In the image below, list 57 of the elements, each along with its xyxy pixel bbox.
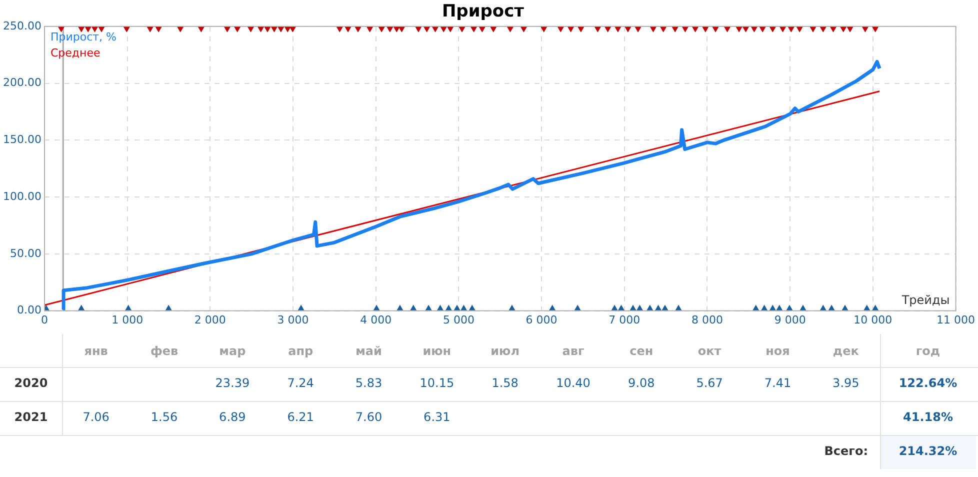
x-tick-label: авг bbox=[562, 344, 584, 358]
data-label: 3.95 bbox=[832, 376, 860, 390]
x-tick-label: 1 000 bbox=[112, 313, 144, 326]
data-label: 1.56 bbox=[150, 410, 178, 424]
y-tick-label: 50.00 bbox=[10, 246, 42, 260]
x-tick-label: 6 000 bbox=[526, 313, 558, 326]
x-tick-label: 11 000 bbox=[936, 313, 976, 326]
x-tick-label: год bbox=[916, 344, 940, 358]
x-tick-label: апр bbox=[288, 344, 314, 358]
data-label: 23.39 bbox=[215, 376, 250, 390]
data-label: 41.18% bbox=[903, 410, 953, 424]
x-tick-label: 9 000 bbox=[774, 313, 806, 326]
data-label: 7.41 bbox=[764, 376, 792, 390]
x-tick-label: 5 000 bbox=[442, 313, 474, 326]
x-tick-label: июн bbox=[422, 344, 452, 358]
chart-title: Прирост bbox=[442, 2, 524, 22]
x-tick-label: 10 000 bbox=[854, 313, 892, 326]
x-tick-label: 0 bbox=[40, 313, 48, 326]
y-tick-label: 250.00 bbox=[2, 19, 42, 32]
data-label: 7.06 bbox=[82, 410, 110, 424]
text: Среднее bbox=[50, 46, 100, 60]
x-tick-label: 2 000 bbox=[194, 313, 226, 326]
data-label: 1.58 bbox=[492, 376, 518, 390]
data-label: 6.21 bbox=[287, 410, 314, 424]
y-tick-label: 0.00 bbox=[16, 304, 42, 317]
x-tick-label: фев bbox=[150, 344, 178, 358]
annotation: 214.32% bbox=[898, 444, 958, 458]
data-label: 9.08 bbox=[628, 376, 655, 390]
x-tick-label: май bbox=[356, 344, 382, 358]
x-tick-label: ноя bbox=[766, 344, 790, 358]
x-tick-label: окт bbox=[698, 344, 722, 358]
data-label: 7.60 bbox=[355, 410, 382, 424]
x-tick-label: 3 000 bbox=[277, 313, 309, 326]
x-tick-label: дек bbox=[832, 344, 859, 358]
x-axis-title: Трейды bbox=[900, 292, 950, 307]
data-label: 6.31 bbox=[424, 410, 450, 424]
data-label: 6.89 bbox=[219, 410, 246, 424]
x-tick-label: сен bbox=[630, 344, 654, 358]
y-tick-label: 2020 bbox=[14, 376, 48, 390]
data-label: 7.24 bbox=[287, 376, 314, 390]
data-label: 5.67 bbox=[696, 376, 723, 390]
x-tick-label: мар bbox=[219, 344, 246, 358]
x-tick-label: 7 000 bbox=[608, 313, 640, 326]
x-tick-label: янв bbox=[84, 344, 108, 358]
text: Прирост, % bbox=[50, 30, 117, 44]
data-label: 122.64% bbox=[898, 376, 958, 390]
y-tick-label: 100.00 bbox=[2, 190, 42, 203]
data-label: 10.40 bbox=[556, 376, 590, 390]
data-label: 10.15 bbox=[420, 376, 454, 390]
y-tick-label: 2021 bbox=[14, 410, 48, 424]
x-tick-label: июл bbox=[490, 344, 520, 358]
x-tick-label: 8 000 bbox=[691, 313, 723, 326]
data-label: 5.83 bbox=[355, 376, 382, 390]
y-tick-label: 150.00 bbox=[2, 133, 42, 146]
y-tick-label: 200.00 bbox=[2, 76, 42, 90]
annotation: Всего: bbox=[824, 444, 868, 458]
x-tick-label: 4 000 bbox=[360, 313, 392, 326]
